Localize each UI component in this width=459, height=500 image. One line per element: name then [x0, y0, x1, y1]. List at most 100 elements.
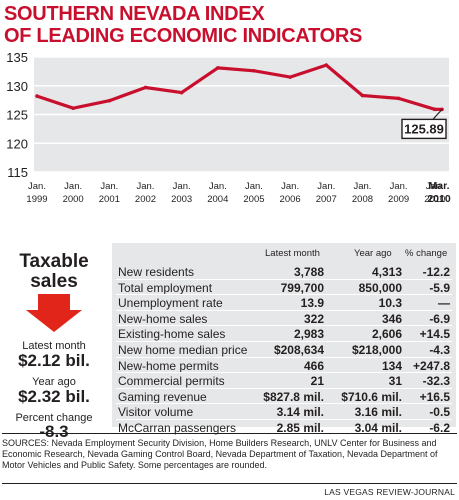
latest-month-cell: $208,634 — [273, 343, 324, 357]
table-row: New-home sales 322 346 -6.9 — [112, 311, 456, 327]
year-ago-cell: 4,313 — [371, 265, 402, 279]
year-ago-value: $2.32 bil. — [18, 387, 90, 406]
latest-month-cell: 13.9 — [300, 296, 324, 311]
indicator-name: Visitor volume — [118, 405, 194, 420]
footer-rule-top — [2, 433, 457, 434]
x-tick-label: 2005 — [243, 194, 264, 205]
row-divider — [116, 387, 452, 389]
table-row: Unemployment rate 13.9 10.3 — — [112, 295, 456, 311]
year-ago-cell: 31 — [388, 374, 402, 389]
latest-month-cell: 3.14 mil. — [276, 405, 324, 420]
row-divider — [116, 341, 452, 342]
latest-month-cell: 21 — [310, 374, 324, 389]
header-latest-month: Latest month — [265, 248, 320, 259]
indicator-name: New-home sales — [118, 311, 208, 326]
indicator-name: New residents — [118, 265, 195, 279]
year-ago-cell: $218,000 — [351, 343, 402, 357]
year-ago-cell: $710.6 mil. — [341, 389, 402, 404]
indicator-name: Gaming revenue — [118, 389, 207, 404]
year-ago-cell: 346 — [381, 311, 402, 326]
x-tick-label: Jan. — [64, 181, 82, 192]
x-tick-label: Jan. — [317, 181, 335, 192]
latest-month-cell: 2.85 mil. — [276, 421, 324, 435]
data-point — [432, 107, 437, 112]
data-point — [35, 94, 39, 98]
y-tick-label: 130 — [6, 79, 28, 94]
taxable-title-line2: sales — [30, 271, 78, 292]
row-divider — [116, 278, 452, 280]
y-tick-label: 120 — [6, 136, 28, 151]
percent-change-cell: +16.5 — [419, 389, 450, 404]
row-divider — [116, 325, 452, 327]
indicator-name: Existing-home sales — [118, 327, 226, 342]
header-year-ago: Year ago — [354, 248, 392, 259]
callout-value: 125.89 — [404, 121, 444, 136]
year-ago-cell: 850,000 — [358, 280, 402, 295]
indicator-name: New home median price — [118, 343, 248, 357]
row-divider — [116, 294, 452, 296]
taxable-sales-title: Taxable sales — [0, 252, 108, 292]
latest-month-cell: $827.8 mil. — [263, 389, 324, 404]
indicator-name: Unemployment rate — [118, 296, 223, 311]
year-ago-cell: 2,606 — [371, 327, 402, 342]
x-tick-label: Jan. — [209, 181, 227, 192]
x-tick-label: Jan. — [136, 181, 154, 192]
latest-month-cell: 322 — [303, 311, 324, 326]
year-ago-cell: 3.04 mil. — [354, 421, 402, 435]
footer-rule-bottom — [2, 483, 457, 484]
table-row: Visitor volume 3.14 mil. 3.16 mil. -0.5 — [112, 404, 456, 420]
percent-change-cell: -4.3 — [429, 343, 450, 357]
x-tick-label: Jan. — [426, 181, 444, 192]
percent-change-cell: -6.2 — [429, 421, 450, 435]
data-point — [216, 66, 220, 70]
indicator-name: Total employment — [118, 280, 213, 295]
header-percent-change: % change — [405, 248, 448, 259]
chart-title-line1: SOUTHERN NEVADA INDEX — [4, 3, 265, 25]
data-point — [288, 75, 292, 79]
year-ago-cell: 134 — [381, 358, 402, 373]
line-chart: 115 120 125 130 135 Jan. 1999 Jan. 2000 Jan. 2001 J… — [6, 50, 451, 205]
x-tick-label: 2006 — [280, 194, 301, 205]
latest-month-cell: 3,788 — [293, 265, 324, 279]
data-point — [324, 63, 329, 67]
row-divider — [116, 356, 452, 358]
x-tick-label: Jan. — [245, 181, 263, 192]
row-divider — [116, 309, 452, 311]
x-tick-label: 2004 — [207, 194, 228, 205]
x-tick-label: Jan. — [353, 181, 371, 192]
latest-month-value: $2.12 bil. — [18, 351, 90, 370]
year-ago-cell: 10.3 — [378, 296, 402, 311]
x-tick-label: Mar. — [428, 180, 449, 192]
x-tick-label: 2001 — [99, 194, 120, 205]
percent-change-cell: -12.2 — [422, 265, 450, 279]
table-row: Gaming revenue $827.8 mil. $710.6 mil. +16.… — [112, 389, 456, 405]
indicator-name: New-home permits — [118, 358, 219, 373]
table-row: Total employment 799,700 850,000 -5.9 — [112, 280, 456, 296]
latest-month-label: Latest month — [22, 340, 86, 352]
year-ago-label: Year ago — [32, 376, 76, 388]
percent-change-cell: — — [438, 296, 450, 311]
table-row: Commercial permits 21 31 -32.3 — [112, 373, 456, 389]
data-point — [143, 85, 148, 90]
percent-change-cell: -32.3 — [422, 374, 450, 389]
year-ago-cell: 3.16 mil. — [354, 405, 402, 420]
callout-leader — [431, 108, 443, 121]
x-tick-label: Jan. — [390, 181, 408, 192]
percent-change-cell: -6.9 — [429, 311, 450, 326]
percent-change-cell: -0.5 — [429, 405, 450, 420]
x-tick-label: 2010 — [424, 194, 445, 205]
x-tick-label: Jan. — [28, 181, 46, 192]
sources-note: SOURCES: Nevada Employment Security Divi… — [2, 438, 438, 470]
x-tick-label: 2003 — [171, 194, 192, 205]
data-point — [179, 90, 184, 95]
x-tick-label: 2009 — [388, 194, 409, 205]
table-row: Existing-home sales 2,983 2,606 +14.5 — [112, 326, 456, 342]
x-tick-label: Jan. — [100, 181, 118, 192]
table-row: New home median price $208,634 $218,000 -4.… — [112, 342, 456, 358]
data-point — [107, 98, 112, 103]
percent-change-value: -8.3 — [39, 422, 69, 441]
x-tick-label: Jan. — [173, 181, 191, 192]
publication-credit: LAS VEGAS REVIEW-JOURNAL — [324, 487, 455, 497]
row-divider — [116, 403, 452, 405]
indicator-name: McCarran passengers — [118, 421, 237, 435]
